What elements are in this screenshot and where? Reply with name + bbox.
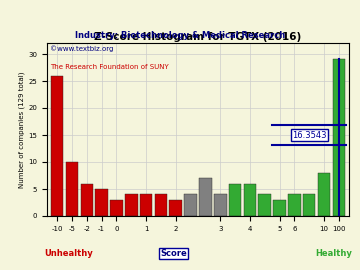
Bar — [303, 194, 315, 216]
Bar — [66, 162, 78, 216]
Title: Z-Score Histogram for TGTX (2016): Z-Score Histogram for TGTX (2016) — [94, 32, 302, 42]
Bar — [288, 194, 301, 216]
Bar — [199, 178, 212, 216]
Bar — [333, 59, 345, 216]
Text: Score: Score — [161, 249, 187, 258]
Bar — [95, 189, 108, 216]
Text: Industry: Biotechnology & Medical Research: Industry: Biotechnology & Medical Resear… — [75, 31, 285, 40]
Text: Healthy: Healthy — [315, 249, 352, 258]
Bar — [170, 200, 182, 216]
Y-axis label: Number of companies (129 total): Number of companies (129 total) — [19, 71, 25, 188]
Bar — [110, 200, 123, 216]
Text: ©www.textbiz.org: ©www.textbiz.org — [50, 45, 113, 52]
Bar — [318, 173, 330, 216]
Bar — [81, 184, 93, 216]
Text: 16.3543: 16.3543 — [292, 130, 327, 140]
Text: Unhealthy: Unhealthy — [44, 249, 93, 258]
Bar — [51, 76, 63, 216]
Bar — [125, 194, 138, 216]
Bar — [273, 200, 286, 216]
Bar — [184, 194, 197, 216]
Bar — [140, 194, 152, 216]
Text: The Research Foundation of SUNY: The Research Foundation of SUNY — [50, 64, 168, 70]
Bar — [155, 194, 167, 216]
Bar — [258, 194, 271, 216]
Bar — [214, 194, 226, 216]
Bar — [229, 184, 241, 216]
Bar — [244, 184, 256, 216]
